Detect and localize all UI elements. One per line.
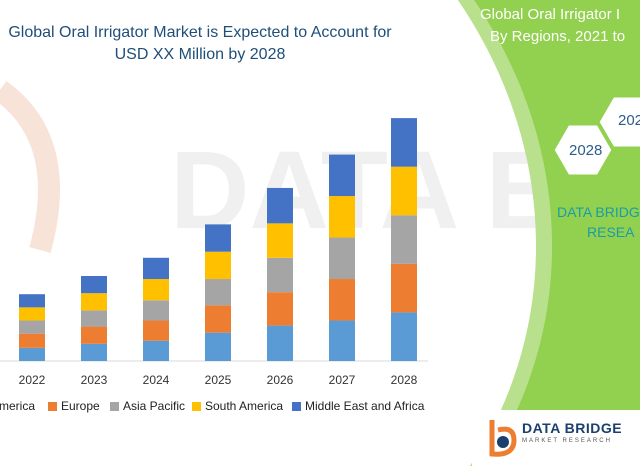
bar-segment-2023-4 (81, 275, 107, 294)
bar-segment-2022-3 (19, 307, 45, 321)
bar-segment-2025-4 (205, 224, 231, 252)
bar-segment-2026-2 (267, 257, 293, 293)
legend-label-2: Asia Pacific (123, 399, 186, 413)
panel-title-line2: By Regions, 2021 to (490, 28, 626, 45)
bar-segment-2024-1 (143, 320, 169, 341)
legend-item-1: Europe (48, 399, 100, 413)
watermark-swoosh (0, 81, 60, 253)
hexagon-label-2028: 2028 (569, 142, 603, 159)
bar-segment-2026-0 (267, 325, 293, 361)
x-tick-label-2025: 2025 (205, 373, 232, 387)
bar-segment-2023-2 (81, 310, 107, 327)
logo-name: DATA BRIDGE (522, 420, 623, 436)
bar-segment-2025-0 (205, 332, 231, 361)
bar-segment-2022-4 (19, 294, 45, 308)
legend-swatch-2 (110, 401, 119, 411)
bar-segment-2024-4 (143, 257, 169, 280)
bar-segment-2023-3 (81, 293, 107, 311)
bar-segment-2026-3 (267, 223, 293, 258)
logo-subtitle: MARKET RESEARCH (522, 438, 612, 444)
panel-shape (458, 0, 640, 466)
legend-swatch-3 (192, 401, 201, 411)
bar-segment-2028-0 (391, 312, 417, 361)
bar-segment-2028-4 (391, 118, 417, 167)
bar-segment-2027-0 (329, 320, 355, 361)
bar-segment-2022-1 (19, 333, 45, 348)
x-tick-label-2024: 2024 (143, 373, 170, 387)
bar-segment-2027-2 (329, 237, 355, 280)
legend-item-4: Middle East and Africa (292, 399, 424, 413)
x-tick-label-2022: 2022 (19, 373, 46, 387)
bar-segment-2022-2 (19, 320, 45, 334)
bar-segment-2027-1 (329, 279, 355, 321)
legend-label-1: Europe (61, 399, 100, 413)
bar-segment-2026-1 (267, 292, 293, 326)
legend-label-4: Middle East and Africa (305, 399, 425, 413)
legend-label-3: South America (205, 399, 284, 413)
legend-item-0: America (0, 399, 35, 413)
bar-segment-2027-4 (329, 154, 355, 197)
hexagon-label-2021: 202 (618, 112, 640, 129)
legend-swatch-4 (292, 401, 301, 411)
brand-line1: DATA BRIDG (557, 204, 640, 220)
panel-title-line1: Global Oral Irrigator I (480, 6, 621, 23)
hexagon-2021 (596, 94, 640, 150)
bar-segment-2024-2 (143, 300, 169, 321)
legend-swatch-1 (48, 401, 57, 411)
x-tick-label-2026: 2026 (267, 373, 294, 387)
chart-title: Global Oral Irrigator Market is Expected… (8, 24, 392, 63)
panel-title: Global Oral Irrigator I By Regions, 2021… (480, 4, 640, 48)
bar-segment-2028-3 (391, 166, 417, 216)
bar-segment-2028-1 (391, 263, 417, 313)
bar-segment-2025-1 (205, 305, 231, 333)
hexagon-2028 (551, 122, 615, 178)
bar-segment-2023-0 (81, 343, 107, 361)
bar-segment-2023-1 (81, 326, 107, 344)
brand-line2: RESEA (587, 224, 635, 240)
legend-label-0: America (0, 399, 36, 413)
bar-segment-2025-2 (205, 279, 231, 306)
legend-item-3: South America (192, 399, 283, 413)
bar-segment-2022-0 (19, 347, 45, 361)
x-tick-label-2028: 2028 (391, 373, 418, 387)
bar-segment-2026-4 (267, 187, 293, 224)
bar-segment-2028-2 (391, 215, 417, 264)
bar-segment-2025-3 (205, 251, 231, 280)
bar-segment-2024-3 (143, 279, 169, 301)
legend-item-2: Asia Pacific (110, 399, 185, 413)
x-tick-label-2023: 2023 (81, 373, 108, 387)
bar-segment-2027-3 (329, 196, 355, 238)
x-tick-label-2027: 2027 (329, 373, 356, 387)
logo-icon (489, 420, 517, 457)
brand-text: DATA BRIDG RESEA (557, 202, 640, 242)
bar-segment-2024-0 (143, 340, 169, 361)
